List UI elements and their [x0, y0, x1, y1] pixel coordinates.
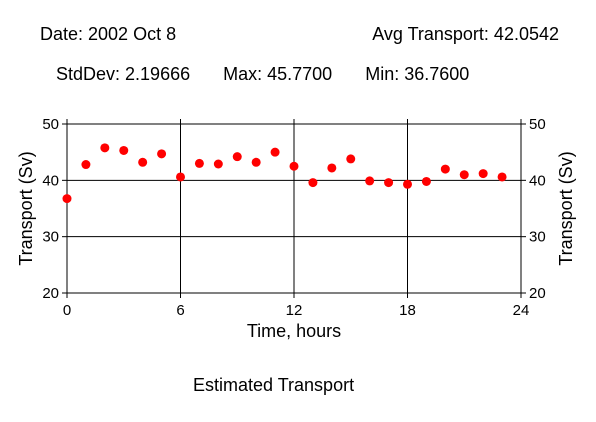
data-point — [346, 154, 356, 164]
data-point — [440, 164, 450, 174]
chart-caption: Estimated Transport — [193, 375, 355, 395]
data-point — [421, 176, 431, 186]
max-label: Max: 45.7700 — [223, 64, 333, 84]
min-label: Min: 36.7600 — [365, 64, 470, 84]
y-tick-label-right: 50 — [529, 116, 546, 133]
y-tick-label-right: 30 — [529, 229, 546, 246]
stddev-label: StdDev: 2.19666 — [56, 64, 191, 84]
grid — [67, 124, 521, 293]
y-tick-label-left: 40 — [42, 172, 59, 189]
data-point — [62, 194, 72, 204]
data-point — [289, 161, 299, 171]
x-tick-label: 0 — [63, 302, 71, 319]
x-tick-label: 6 — [176, 302, 184, 319]
x-axis-label: Time, hours — [247, 321, 341, 341]
data-point — [100, 143, 110, 153]
data-point — [213, 159, 223, 169]
data-point — [81, 160, 91, 170]
data-point — [365, 176, 375, 186]
data-point — [327, 163, 337, 173]
date-label: Date: 2002 Oct 8 — [40, 24, 177, 44]
data-point — [176, 172, 185, 182]
x-tick-label: 24 — [513, 302, 530, 319]
avg-transport-label: Avg Transport: 42.0542 — [372, 24, 559, 44]
x-tick-label: 12 — [286, 302, 303, 319]
y-axis-label-right: Transport (Sv) — [556, 151, 576, 265]
data-point — [497, 172, 507, 182]
data-point — [403, 179, 412, 189]
y-tick-label-right: 40 — [529, 172, 546, 189]
data-point — [157, 149, 167, 159]
data-points — [62, 143, 507, 204]
data-point — [308, 178, 318, 188]
data-point — [459, 170, 469, 180]
y-tick-label-left: 50 — [42, 116, 59, 133]
data-point — [194, 158, 204, 168]
data-point — [138, 157, 148, 167]
data-point — [384, 178, 394, 188]
data-point — [232, 152, 242, 162]
data-point — [251, 157, 261, 167]
x-tick-label: 18 — [399, 302, 416, 319]
y-tick-label-left: 30 — [42, 229, 59, 246]
stats-row: StdDev: 2.19666 Max: 45.7700 Min: 36.760… — [56, 65, 469, 83]
data-point — [478, 169, 488, 179]
data-point — [119, 145, 129, 155]
data-point — [270, 147, 280, 157]
y-tick-label-right: 20 — [529, 285, 546, 302]
y-tick-label-left: 20 — [42, 285, 59, 302]
y-axis-label-left: Transport (Sv) — [16, 151, 36, 265]
